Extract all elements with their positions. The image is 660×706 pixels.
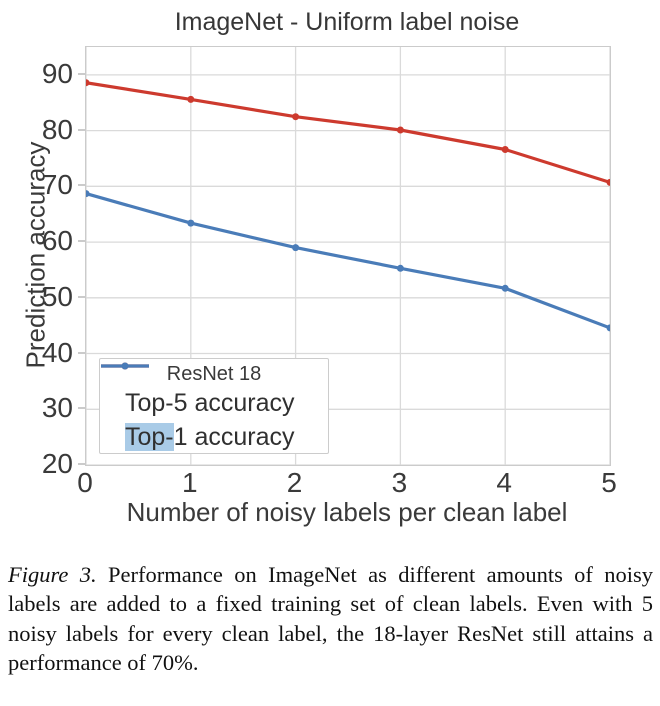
plot-canvas [86, 47, 610, 465]
y-axis-tick-mark [78, 463, 85, 465]
data-point-top1 [187, 219, 195, 227]
data-point-top5 [86, 79, 90, 87]
y-axis-tick-mark [78, 128, 85, 131]
data-point-top1 [501, 284, 509, 292]
data-point-top5 [396, 126, 404, 134]
data-point-top1 [606, 324, 610, 332]
selection-highlight: Top- [125, 422, 174, 451]
y-tick-label: 90 [41, 57, 73, 89]
data-point-top1 [86, 190, 90, 198]
chart-title: ImageNet - Uniform label noise [174, 8, 520, 36]
x-tick-label: 0 [77, 467, 93, 498]
x-tick-label: 4 [496, 467, 512, 498]
plot-area: ResNet 18 Top-5 accuracy Top-1 accuracy [85, 46, 611, 466]
y-axis-tick-mark [78, 72, 85, 75]
legend-title: ResNet 18 [166, 363, 262, 385]
figure-caption: Figure 3. Performance on ImageNet as dif… [8, 560, 653, 677]
data-point-top5 [606, 178, 610, 186]
x-axis-title: Number of noisy labels per clean label [126, 497, 568, 527]
legend-label-top5: Top-5 accuracy [125, 389, 295, 418]
y-tick-label: 60 [41, 225, 73, 257]
y-tick-label: 40 [41, 336, 73, 368]
data-point-top5 [292, 113, 300, 121]
legend-line-swatch-top1 [101, 362, 149, 370]
x-tick-label: 2 [286, 467, 303, 498]
series-line-top1 [86, 192, 610, 330]
legend-label-top1: Top-1 accuracy [125, 422, 295, 452]
series-line-top5 [86, 81, 610, 184]
data-point-top1 [396, 264, 404, 272]
y-axis-tick-mark [78, 184, 85, 187]
caption-text: Performance on ImageNet as different amo… [8, 562, 654, 675]
data-point-top5 [501, 146, 509, 153]
y-tick-label: 70 [41, 169, 73, 201]
data-point-top5 [187, 95, 195, 103]
x-tick-label: 1 [182, 467, 198, 498]
x-tick-label: 3 [391, 467, 408, 498]
y-tick-label: 80 [41, 113, 73, 145]
legend-rows: Top-5 accuracy Top-1 accuracy [100, 362, 328, 454]
legend-row-top1: Top-1 accuracy [100, 362, 328, 454]
y-axis-tick-mark [78, 351, 85, 354]
legend-label-text: Top-5 accuracy [125, 388, 295, 417]
data-point-top1 [292, 244, 300, 252]
x-tick-label: 5 [601, 467, 617, 498]
y-axis-tick-mark [78, 407, 85, 410]
caption-figure-number: Figure 3. [8, 562, 97, 587]
legend: ResNet 18 Top-5 accuracy Top-1 accuracy [99, 358, 329, 454]
y-tick-label: 50 [41, 280, 73, 312]
y-axis-tick-mark [78, 240, 85, 243]
legend-row-top5: Top-5 accuracy [100, 362, 328, 420]
y-axis-tick-mark [78, 295, 85, 298]
y-tick-label: 20 [41, 448, 73, 479]
y-tick-label: 30 [41, 392, 73, 424]
legend-label-text: 1 accuracy [173, 422, 295, 451]
